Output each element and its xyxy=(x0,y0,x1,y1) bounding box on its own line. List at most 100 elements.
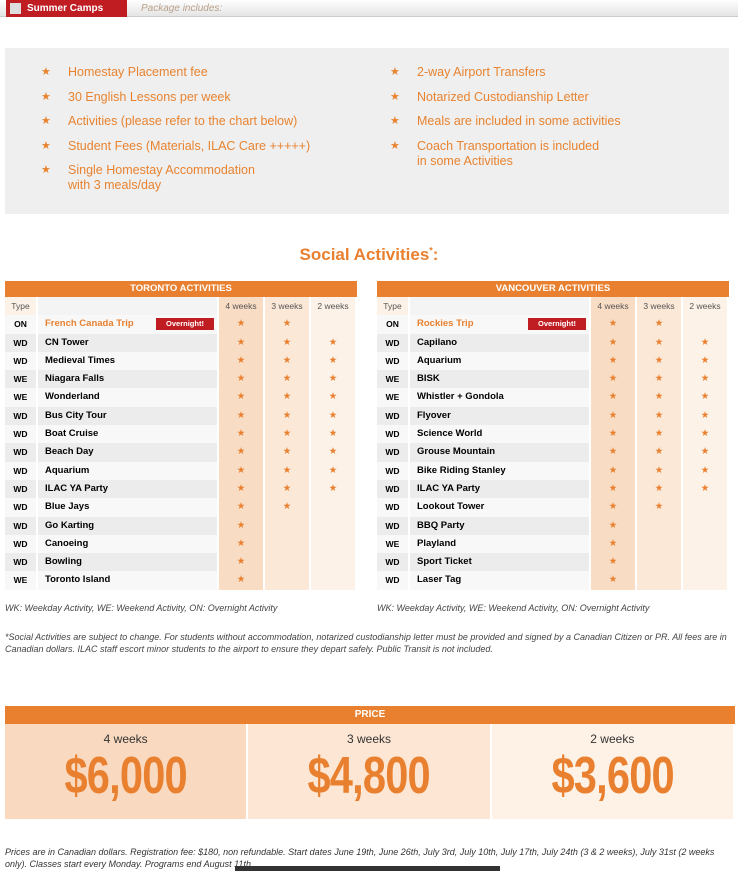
week-cell: ★ xyxy=(265,388,311,407)
activity-name: Lookout Tower xyxy=(410,498,591,517)
week-cell: ★ xyxy=(219,498,265,517)
star-icon: ★ xyxy=(390,139,400,152)
star-icon: ★ xyxy=(608,574,618,586)
star-icon: ★ xyxy=(608,464,618,476)
activity-name: Whistler + Gondola xyxy=(410,388,591,407)
price-amount: $3,600 xyxy=(551,747,674,805)
week-cell xyxy=(311,534,357,554)
activity-name-text: BBQ Party xyxy=(417,519,465,531)
price-weeks: 2 weeks xyxy=(590,732,635,746)
week-cell xyxy=(683,553,729,572)
activity-name: Capilano xyxy=(410,333,591,352)
table-row: WD Laser Tag ★ xyxy=(377,571,729,590)
include-text: Meals are included in some activities xyxy=(417,114,621,128)
table-row: WE Wonderland ★ ★ ★ xyxy=(5,388,357,407)
star-icon: ★ xyxy=(328,336,338,348)
star-icon: ★ xyxy=(654,501,664,513)
col-activity xyxy=(410,297,591,316)
star-icon: ★ xyxy=(654,482,664,494)
activity-name-text: Whistler + Gondola xyxy=(417,391,504,403)
include-item: ★ Notarized Custodianship Letter xyxy=(390,90,621,105)
activity-name-text: ILAC YA Party xyxy=(45,482,109,494)
week-cell: ★ xyxy=(219,479,265,499)
includes-panel: ★ Homestay Placement fee ★ 30 English Lesso… xyxy=(5,48,729,214)
star-icon: ★ xyxy=(282,446,292,458)
star-icon: ★ xyxy=(608,354,618,366)
star-icon: ★ xyxy=(608,391,618,403)
activity-name-text: Flyover xyxy=(417,409,451,421)
week-cell: ★ xyxy=(591,406,637,426)
table-row: WD ILAC YA Party ★ ★ ★ xyxy=(377,479,729,499)
star-icon: ★ xyxy=(608,318,618,330)
week-cell: ★ xyxy=(219,351,265,371)
week-cell: ★ xyxy=(219,571,265,590)
star-icon: ★ xyxy=(236,354,246,366)
table-row: WE BISK ★ ★ ★ xyxy=(377,370,729,389)
star-icon: ★ xyxy=(236,446,246,458)
week-cell xyxy=(637,534,683,554)
week-cell: ★ xyxy=(219,388,265,407)
week-cell: ★ xyxy=(591,571,637,590)
week-cell: ★ xyxy=(591,498,637,517)
star-icon: ★ xyxy=(700,446,710,458)
table-title: VANCOUVER ACTIVITIES xyxy=(377,281,729,297)
col-2-weeks: 2 weeks xyxy=(311,297,357,316)
activity-name-text: Grouse Mountain xyxy=(417,446,496,458)
week-cell xyxy=(311,498,357,517)
activity-name-text: French Canada Trip xyxy=(45,318,134,330)
social-activities-title: Social Activities*: xyxy=(299,245,439,264)
star-icon: ★ xyxy=(328,409,338,421)
activity-name-text: Sport Ticket xyxy=(417,556,472,568)
week-cell: ★ xyxy=(591,370,637,389)
star-icon: ★ xyxy=(608,537,618,549)
col-4-weeks: 4 weeks xyxy=(591,297,637,316)
star-icon: ★ xyxy=(236,501,246,513)
activity-name: BBQ Party xyxy=(410,516,591,535)
activity-name: BISK xyxy=(410,370,591,389)
star-icon: ★ xyxy=(654,318,664,330)
activity-type: WD xyxy=(5,333,38,352)
week-cell: ★ xyxy=(311,443,357,462)
summer-camps-tab[interactable]: Summer Camps xyxy=(6,0,127,17)
week-cell: ★ xyxy=(637,461,683,480)
table-row: WE Whistler + Gondola ★ ★ ★ xyxy=(377,388,729,407)
activity-name: Aquarium xyxy=(410,351,591,371)
include-item: ★ Student Fees (Materials, ILAC Care ++++… xyxy=(41,139,310,154)
week-cell: ★ xyxy=(683,406,729,426)
table-row: WD Aquarium ★ ★ ★ xyxy=(5,461,357,480)
activity-type: WD xyxy=(5,351,38,371)
week-cell xyxy=(265,534,311,554)
activity-name: Science World xyxy=(410,425,591,444)
week-cell xyxy=(265,516,311,535)
star-icon: ★ xyxy=(700,391,710,403)
col-type: Type xyxy=(377,297,410,316)
star-icon: ★ xyxy=(236,391,246,403)
star-icon: ★ xyxy=(700,409,710,421)
week-cell: ★ xyxy=(683,333,729,352)
week-cell: ★ xyxy=(591,534,637,554)
star-icon: ★ xyxy=(236,556,246,568)
include-text: Homestay Placement fee xyxy=(68,65,208,79)
star-icon: ★ xyxy=(236,336,246,348)
activity-name: Boat Cruise xyxy=(38,425,219,444)
include-text: Notarized Custodianship Letter xyxy=(417,89,589,104)
package-subtitle: Package includes: xyxy=(141,3,223,14)
week-cell xyxy=(637,571,683,590)
table-row: WD Bus City Tour ★ ★ ★ xyxy=(5,406,357,426)
include-text: Activities (please refer to the chart be… xyxy=(68,114,298,128)
week-cell: ★ xyxy=(637,443,683,462)
header-row: Type 4 weeks 3 weeks 2 weeks xyxy=(5,297,357,316)
activity-name-text: Boat Cruise xyxy=(45,428,99,440)
week-cell: ★ xyxy=(683,461,729,480)
star-icon: ★ xyxy=(41,164,51,176)
activity-name-text: Go Karting xyxy=(45,519,95,531)
activity-name-text: BISK xyxy=(417,373,440,385)
activity-type: WD xyxy=(5,406,38,426)
activity-name-text: Aquarium xyxy=(45,464,90,476)
star-icon: ★ xyxy=(700,354,710,366)
price-card: 2 weeks $3,600 xyxy=(491,724,733,819)
star-icon: ★ xyxy=(654,464,664,476)
week-cell xyxy=(265,571,311,590)
week-cell: ★ xyxy=(591,553,637,572)
activity-name: Rockies Trip Overnight! xyxy=(410,315,591,334)
